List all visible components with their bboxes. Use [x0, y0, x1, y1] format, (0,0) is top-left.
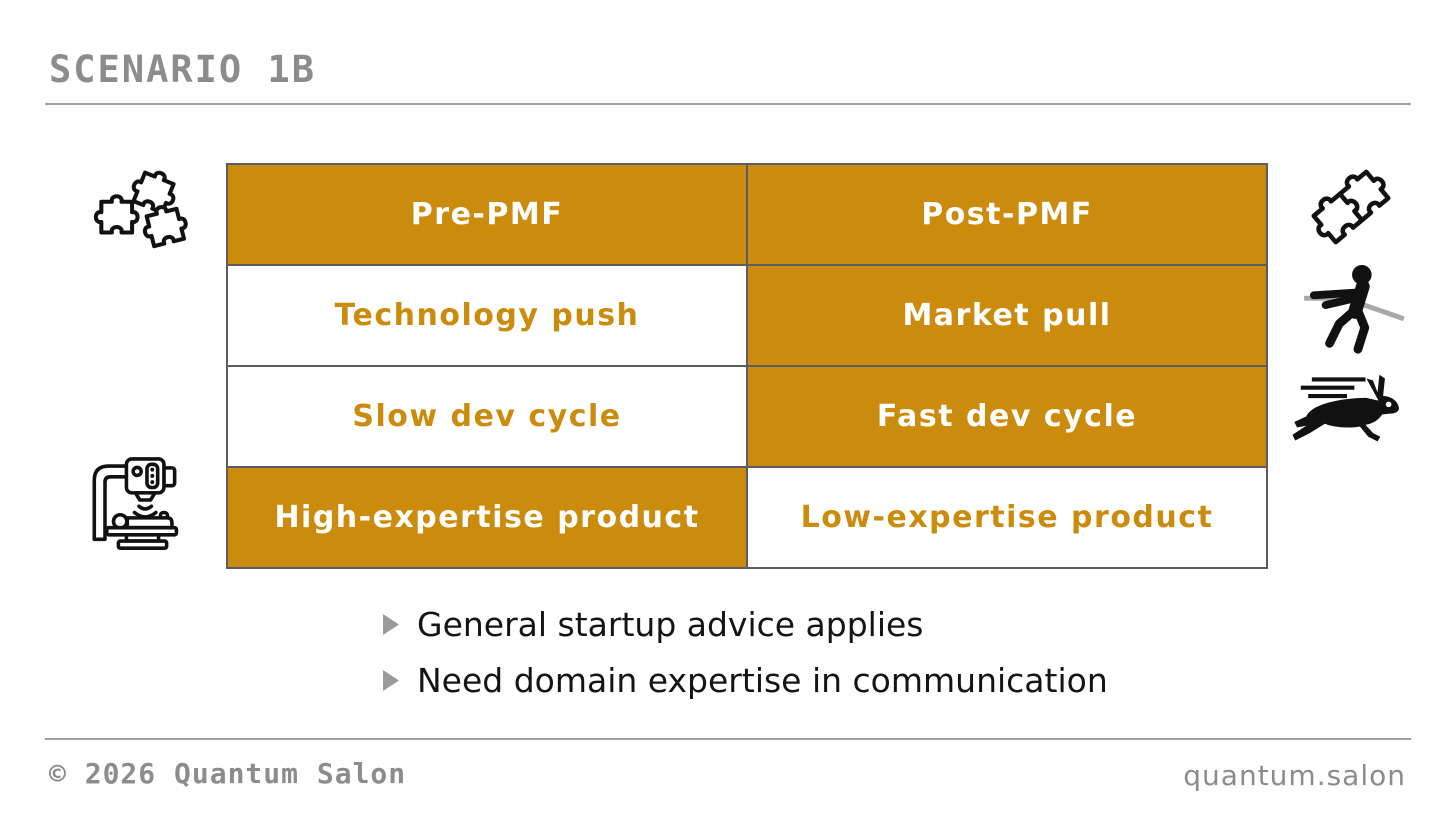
list-item: General startup advice applies [383, 596, 1108, 652]
page-title: SCENARIO 1B [49, 48, 317, 91]
pmf-comparison-table: Pre-PMF Post-PMF Technology push Market … [226, 163, 1268, 569]
table-row: High-expertise product Low-expertise pro… [226, 466, 1268, 569]
table-row: Technology push Market pull [226, 264, 1268, 367]
cell-market-pull: Market pull [746, 264, 1268, 367]
site-url-text: quantum.salon [1183, 759, 1406, 792]
cell-low-expertise-product: Low-expertise product [746, 466, 1268, 569]
running-hare-icon [1276, 372, 1406, 446]
bullet-text: General startup advice applies [417, 604, 924, 644]
column-header-pre-pmf: Pre-PMF [226, 163, 748, 266]
footer-divider [45, 738, 1411, 740]
triangle-right-icon [383, 669, 399, 691]
column-header-post-pmf: Post-PMF [746, 163, 1268, 266]
copyright-text: © 2026 Quantum Salon [49, 757, 407, 790]
puzzle-pieces-connected-icon [1296, 150, 1406, 264]
puzzle-pieces-scattered-icon [90, 158, 192, 260]
bullet-text: Need domain expertise in communication [417, 660, 1108, 700]
list-item: Need domain expertise in communication [383, 652, 1108, 708]
cell-high-expertise-product: High-expertise product [226, 466, 748, 569]
triangle-right-icon [383, 613, 399, 635]
table-row: Slow dev cycle Fast dev cycle [226, 365, 1268, 468]
medical-scanner-icon [80, 450, 180, 550]
person-pulling-rope-icon [1302, 263, 1406, 357]
takeaway-bullet-list: General startup advice applies Need doma… [383, 596, 1108, 708]
table-header-row: Pre-PMF Post-PMF [226, 163, 1268, 266]
cell-fast-dev-cycle: Fast dev cycle [746, 365, 1268, 468]
cell-technology-push: Technology push [226, 264, 748, 367]
cell-slow-dev-cycle: Slow dev cycle [226, 365, 748, 468]
header-divider [45, 103, 1411, 105]
